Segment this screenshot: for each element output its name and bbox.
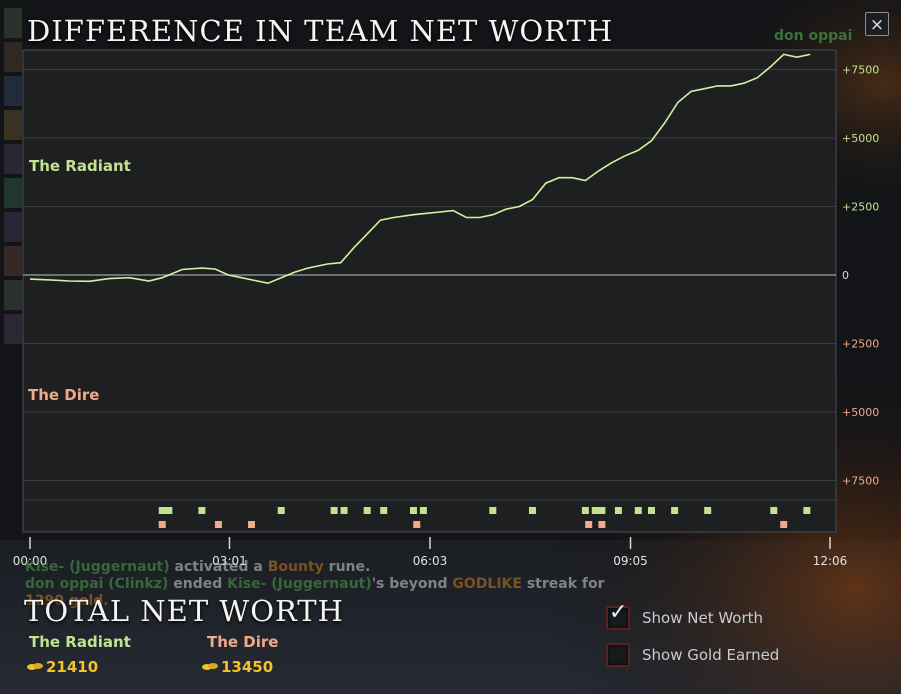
radiant-event-marker	[528, 507, 536, 514]
background-player-name: don oppai	[774, 28, 853, 44]
gold-coins-icon	[27, 663, 43, 670]
radiant-event-marker	[614, 507, 622, 514]
dire-event-marker	[158, 521, 166, 528]
show-gold-earned-checkbox[interactable]	[606, 643, 630, 667]
y-tick-label: +2500	[842, 201, 879, 214]
radiant-event-marker	[770, 507, 778, 514]
dire-event-marker	[214, 521, 222, 528]
show-net-worth-toggle[interactable]: ✓ Show Net Worth	[606, 600, 764, 630]
radiant-axis-label: The Radiant	[29, 157, 131, 175]
radiant-event-marker	[803, 507, 811, 514]
event-markers	[158, 507, 811, 528]
radiant-event-marker	[409, 507, 417, 514]
x-tick-label: 03:01	[212, 554, 247, 568]
y-axis-ticks: +7500 +5000 +2500 0 +2500 +5000 +7500	[842, 64, 879, 488]
radiant-event-marker	[671, 507, 679, 514]
close-button[interactable]: ×	[865, 12, 889, 36]
x-tick-label: 00:00	[13, 554, 48, 568]
radiant-event-marker	[634, 507, 642, 514]
dire-axis-label: The Dire	[28, 386, 100, 404]
checkmark-icon: ✓	[609, 600, 628, 625]
radiant-event-marker	[598, 507, 606, 514]
radiant-event-marker	[165, 507, 173, 514]
kill-feed-line: Kise- (Juggernaut) activated a Bounty ru…	[25, 559, 371, 575]
radiant-event-marker	[330, 507, 338, 514]
dire-event-marker	[780, 521, 788, 528]
chart-plot-area	[22, 49, 837, 533]
show-gold-earned-toggle[interactable]: Show Gold Earned	[606, 643, 779, 667]
dire-total-number: 13450	[221, 658, 274, 676]
radiant-event-marker	[591, 507, 599, 514]
x-tick-label: 12:06	[813, 554, 848, 568]
net-worth-difference-line	[29, 53, 811, 285]
kill-feed-line: don oppai (Clinkz) ended Kise- (Juggerna…	[25, 576, 605, 592]
radiant-total-number: 21410	[46, 658, 99, 676]
chart-grid	[23, 69, 836, 501]
radiant-event-marker	[419, 507, 427, 514]
y-tick-label: +2500	[842, 338, 879, 351]
radiant-event-marker	[363, 507, 371, 514]
radiant-event-marker	[489, 507, 497, 514]
y-tick-label: +5000	[842, 406, 879, 419]
y-tick-label: +7500	[842, 64, 879, 77]
radiant-event-marker	[158, 507, 166, 514]
show-net-worth-checkbox[interactable]: ✓	[606, 600, 630, 630]
dire-event-marker	[413, 521, 421, 528]
total-net-worth-title: TOTAL NET WORTH	[24, 594, 344, 628]
y-tick-label: +5000	[842, 132, 879, 145]
radiant-event-marker	[277, 507, 285, 514]
radiant-event-marker	[340, 507, 348, 514]
dire-event-marker	[247, 521, 255, 528]
y-tick-label: 0	[842, 269, 849, 282]
show-net-worth-label: Show Net Worth	[642, 609, 764, 627]
radiant-event-marker	[581, 507, 589, 514]
gold-coins-icon	[202, 663, 218, 670]
x-tick-label: 06:03	[413, 554, 448, 568]
radiant-total-value: 21410	[27, 658, 98, 676]
radiant-total-label: The Radiant	[29, 633, 131, 651]
dire-event-marker	[598, 521, 606, 528]
dire-total-label: The Dire	[207, 633, 279, 651]
page-title: DIFFERENCE IN TEAM NET WORTH	[27, 14, 614, 48]
y-tick-label: +7500	[842, 475, 879, 488]
radiant-event-marker	[704, 507, 712, 514]
dire-total-value: 13450	[202, 658, 273, 676]
radiant-event-marker	[647, 507, 655, 514]
kill-feed-line: 1290 gold.	[25, 593, 109, 609]
dire-event-marker	[585, 521, 593, 528]
radiant-event-marker	[198, 507, 206, 514]
show-gold-earned-label: Show Gold Earned	[642, 646, 780, 664]
radiant-event-marker	[380, 507, 388, 514]
hero-portrait-strip	[4, 8, 22, 344]
x-tick-label: 09:05	[613, 554, 648, 568]
x-axis-ticks: 00:00 03:01 06:03 09:05 12:06	[13, 537, 848, 568]
